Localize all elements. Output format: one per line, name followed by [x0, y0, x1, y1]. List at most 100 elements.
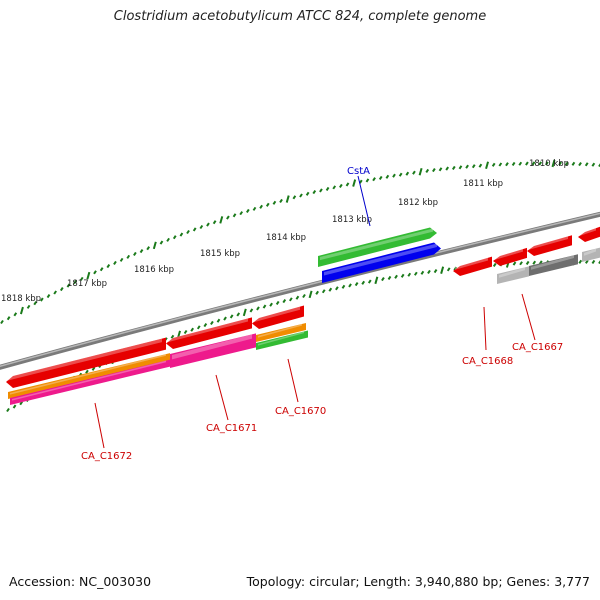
- red-gene-right-c: [578, 226, 600, 242]
- major-tick: [418, 168, 423, 176]
- csta-blue-gene: [322, 242, 441, 283]
- major-tick: [86, 271, 91, 280]
- minor-tick: [598, 260, 600, 265]
- minor-tick: [412, 170, 416, 175]
- minor-tick: [335, 286, 339, 291]
- genome-backbone: [0, 211, 600, 370]
- callout-line-ca-c1667: [521, 293, 536, 341]
- ruler-label-1813: 1813 kbp: [332, 215, 372, 225]
- minor-tick: [405, 171, 410, 176]
- major-tick: [152, 241, 157, 250]
- ca-c1667-lightgrey-gene-shine: [499, 267, 525, 278]
- minor-tick: [591, 162, 596, 167]
- lightgrey-gene-edge: [582, 247, 600, 262]
- minor-tick: [427, 269, 431, 274]
- outer-ruler: [0, 159, 600, 325]
- minor-tick: [445, 166, 450, 171]
- minor-tick: [265, 202, 270, 207]
- ruler-label-1814: 1814 kbp: [266, 233, 306, 243]
- ca-c1671-magenta-gene-shine: [172, 334, 252, 360]
- ca-c1670-orange-gene-shine: [258, 324, 302, 338]
- minor-tick: [315, 290, 319, 295]
- minor-tick: [451, 165, 456, 170]
- ca-c1667-lightgrey-gene: [497, 266, 529, 284]
- ruler-label-1816: 1816 kbp: [134, 265, 174, 275]
- minor-tick: [12, 404, 17, 409]
- minor-tick: [282, 299, 287, 304]
- ca-c1672-red-gene: [6, 337, 166, 388]
- minor-tick: [525, 161, 529, 166]
- minor-tick: [407, 272, 412, 277]
- major-tick: [440, 266, 445, 274]
- minor-tick: [232, 213, 237, 218]
- minor-tick: [420, 270, 425, 275]
- lightgrey-gene-edge-shine: [584, 248, 596, 256]
- minor-tick: [394, 274, 398, 279]
- minor-tick: [206, 222, 210, 227]
- minor-tick: [564, 161, 569, 166]
- major-tick: [551, 159, 556, 168]
- minor-tick: [46, 293, 51, 299]
- minor-tick: [292, 195, 297, 200]
- minor-tick: [73, 280, 77, 285]
- ca-c1672-magenta-gene-shine: [12, 360, 166, 401]
- minor-tick: [223, 316, 227, 321]
- gene-label-ca-c1667: CA_C1667: [512, 342, 563, 353]
- minor-tick: [531, 161, 536, 166]
- minor-tick: [381, 277, 385, 282]
- minor-tick: [59, 286, 64, 292]
- minor-tick: [269, 302, 273, 307]
- minor-tick: [179, 232, 184, 237]
- ca-c1672-orange-gene: [8, 353, 170, 399]
- red-gene-right-a: [493, 247, 527, 266]
- minor-tick: [478, 163, 483, 168]
- minor-tick: [372, 177, 376, 182]
- minor-tick: [159, 240, 164, 245]
- minor-tick: [26, 304, 31, 309]
- minor-tick: [312, 190, 317, 195]
- major-tick: [219, 216, 224, 224]
- major-tick: [308, 290, 313, 299]
- major-tick: [374, 276, 379, 285]
- gene-label-ca-c1672: CA_C1672: [81, 451, 132, 462]
- minor-tick: [578, 161, 582, 167]
- gene-label-csta: CstA: [347, 166, 370, 177]
- callout-line-csta: [357, 175, 371, 227]
- ca-c1671-red-gene: [166, 317, 252, 349]
- minor-tick: [453, 266, 458, 271]
- minor-tick: [170, 334, 175, 339]
- minor-tick: [229, 314, 234, 319]
- minor-tick: [341, 284, 346, 289]
- minor-tick: [365, 178, 370, 183]
- red-gene-right-b-shine: [529, 236, 568, 250]
- minor-tick: [512, 261, 517, 266]
- minor-tick: [192, 227, 197, 232]
- minor-tick: [438, 167, 443, 172]
- minor-tick: [525, 260, 530, 265]
- minor-tick: [505, 162, 509, 167]
- minor-tick: [210, 320, 214, 325]
- minor-tick: [295, 295, 300, 300]
- minor-tick: [571, 161, 576, 166]
- minor-tick: [299, 193, 303, 198]
- gene-track: [6, 226, 600, 405]
- minor-tick: [279, 198, 283, 204]
- minor-tick: [93, 270, 97, 275]
- minor-tick: [584, 162, 589, 167]
- ruler-label-1810: 1810 kbp: [529, 159, 569, 169]
- minor-tick: [249, 308, 254, 313]
- minor-tick: [348, 283, 352, 288]
- minor-tick: [79, 276, 84, 281]
- minor-tick: [166, 237, 170, 242]
- ca-c1670-green-gene: [256, 330, 308, 350]
- minor-tick: [172, 235, 177, 240]
- minor-tick: [354, 282, 359, 287]
- minor-tick: [458, 165, 463, 170]
- minor-tick: [585, 259, 589, 264]
- callout-line-ca-c1670: [287, 358, 299, 403]
- minor-tick: [212, 220, 217, 225]
- minor-tick: [305, 191, 310, 196]
- minor-tick: [446, 267, 451, 272]
- minor-tick: [339, 183, 343, 188]
